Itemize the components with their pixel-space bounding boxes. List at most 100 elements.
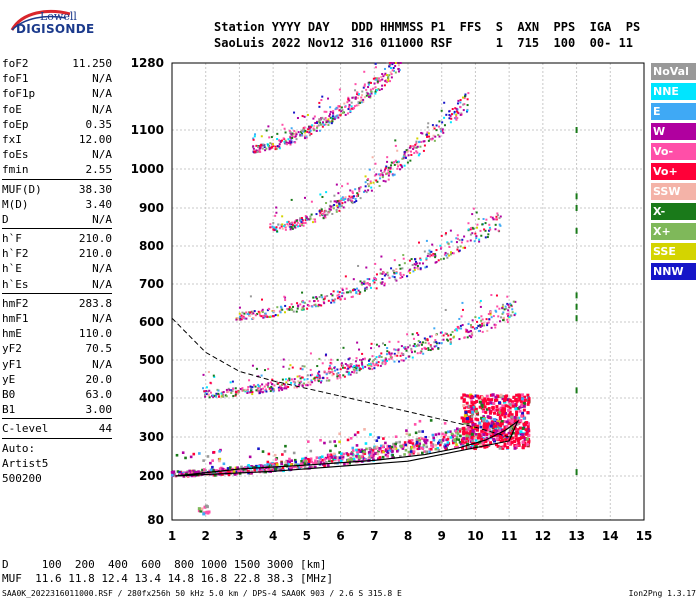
echo-point [260,135,263,138]
echo-point [254,150,257,153]
echo-point [280,387,283,390]
echo-point [332,110,335,113]
echo-point [255,367,258,370]
echo-point [474,426,478,430]
echo-point [295,219,298,222]
echo-point [340,458,344,461]
echo-point [347,112,350,115]
echo-point [313,300,316,303]
echo-point [394,71,397,74]
echo-point [303,115,306,118]
echo-point [284,142,287,145]
echo-point [410,349,413,352]
echo-point [197,470,200,473]
echo-point [301,291,304,294]
echo-point [481,395,485,399]
echo-point [293,129,296,132]
echo-point [234,394,237,397]
echo-point [327,121,330,124]
echo-point [253,468,256,472]
echo-point [311,305,314,308]
echo-point [386,80,389,83]
echo-point [293,225,296,228]
echo-point [274,227,277,230]
echo-point [281,466,285,470]
echo-point [414,146,417,149]
echo-point [379,281,382,284]
echo-point [274,467,277,471]
echo-point [258,389,261,392]
echo-point [480,442,484,446]
echo-point [323,464,326,467]
param-name: foF2 [2,57,29,70]
echo-point [479,324,482,327]
echo-point [268,145,271,148]
echo-point [246,465,250,468]
echo-point [455,237,458,240]
echo-point [424,266,427,269]
echo-point [395,441,398,444]
echo-point [347,458,351,461]
echo-point [485,419,489,423]
echo-point [417,452,420,456]
echo-point [279,140,282,143]
echo-point [421,341,424,344]
echo-point [372,77,375,80]
echo-point [441,121,444,124]
echo-point [512,431,515,435]
echo-point [409,159,412,162]
echo-point [407,150,410,153]
echo-point [488,411,492,415]
echo-point [415,438,419,441]
echo-point [338,291,341,294]
echo-point [518,398,522,402]
echo-point [467,404,471,408]
echo-point [462,399,466,403]
echo-point [482,415,485,418]
echo-point [497,423,501,427]
echo-point [281,215,284,218]
echo-point [320,379,323,382]
echo-point [254,385,257,388]
echo-point [466,109,469,112]
echo-point [514,397,518,401]
echo-point [235,391,238,394]
echo-point [472,227,475,230]
echo-point [358,292,361,295]
y-tick-label: 700 [139,277,164,291]
echo-point [350,200,353,203]
echo-point [431,243,434,246]
echo-point [394,159,397,162]
echo-point [512,424,516,428]
echo-point [357,289,360,292]
echo-point [364,365,367,368]
echo-point [333,194,336,197]
echo-point [486,415,490,419]
echo-point [329,208,332,211]
echo-point [506,318,509,321]
echo-point [575,469,578,476]
echo-point [204,395,207,398]
echo-point [254,133,257,136]
echo-point [275,463,279,466]
echo-point [355,367,358,370]
echo-point [437,259,440,262]
echo-point [248,391,251,394]
echo-point [492,437,496,441]
echo-point [387,166,390,169]
echo-point [481,399,485,403]
echo-point [510,304,513,307]
echo-point [409,447,413,451]
echo-point [386,347,389,350]
y-tick-label: 800 [139,239,164,253]
echo-point [421,451,424,455]
echo-point [293,378,296,381]
echo-point [443,446,447,449]
echo-point [274,145,277,148]
echo-point [290,133,293,136]
legend-item-nne: NNE [651,83,696,100]
echo-point [393,173,396,176]
echo-point [321,125,324,128]
echo-point [522,422,526,426]
echo-point [333,200,336,203]
